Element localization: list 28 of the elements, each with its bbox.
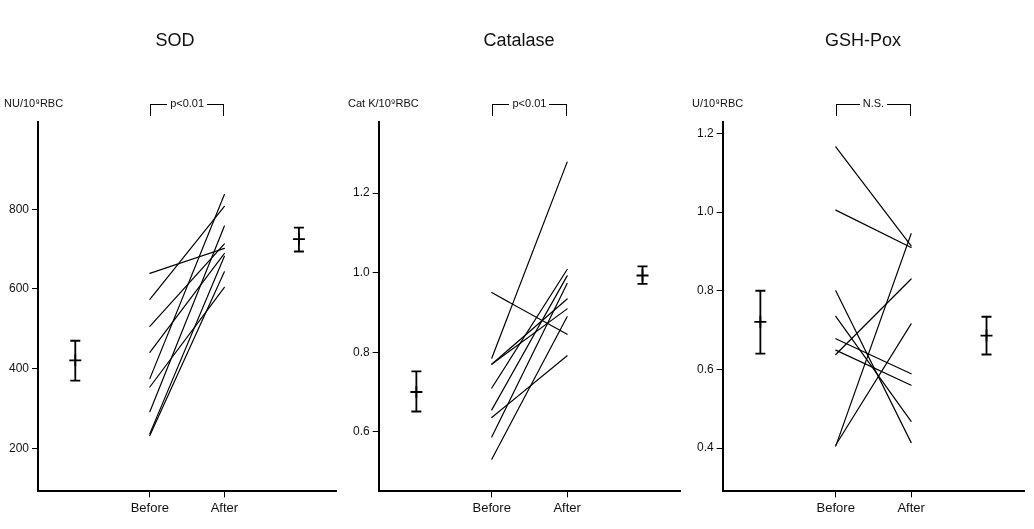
- x-tick-label: After: [897, 499, 926, 515]
- y-tick-label: 0.6: [696, 361, 714, 376]
- y-tick-label: 0.8: [696, 283, 714, 298]
- y-tick-label: 1.0: [352, 265, 370, 280]
- chart-title: Catalase: [483, 29, 555, 50]
- y-tick-label: 0.8: [352, 344, 370, 359]
- x-tick-label: After: [553, 499, 582, 515]
- y-axis-title: NU/10⁹RBC: [4, 97, 64, 110]
- y-tick-label: 1.2: [352, 185, 370, 200]
- y-tick-label: 400: [8, 360, 30, 375]
- chart-title: GSH-Pox: [824, 29, 902, 50]
- x-tick-label: Before: [472, 499, 511, 515]
- x-tick-label: Before: [816, 499, 855, 515]
- y-tick-label: 1.2: [696, 125, 714, 140]
- text: p<0.01: [512, 96, 547, 109]
- y-tick-label: 600: [8, 281, 30, 296]
- y-tick-label: 0.4: [696, 440, 714, 455]
- y-axis-title: Cat K/10⁹RBC: [348, 97, 419, 110]
- y-tick-label: 1.0: [696, 204, 714, 219]
- y-axis-title: U/10⁹RBC: [692, 97, 744, 110]
- x-tick-label: After: [210, 499, 239, 515]
- chart-title: SOD: [155, 29, 195, 50]
- text: N.S.: [862, 96, 885, 109]
- y-tick-label: 200: [8, 440, 30, 455]
- x-tick-label: Before: [130, 499, 169, 515]
- y-tick-label: 800: [8, 201, 30, 216]
- text: p<0.01: [170, 96, 205, 109]
- y-tick-label: 0.6: [352, 424, 370, 439]
